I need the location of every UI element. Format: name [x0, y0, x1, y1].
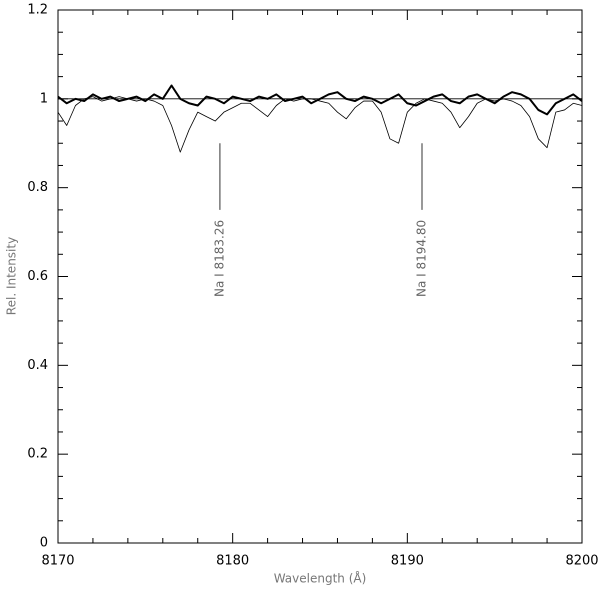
y-tick-label: 0.8	[27, 180, 48, 195]
spectrum-line	[57, 84, 583, 116]
x-tick-label: 8170	[41, 554, 74, 569]
x-tick-label: 8180	[216, 554, 249, 569]
y-tick-label: 1	[40, 91, 48, 106]
x-axis-label: Wavelength (Å)	[274, 571, 367, 586]
x-tick-label: 8190	[391, 554, 424, 569]
y-tick-label: 0.6	[27, 269, 48, 284]
plot-frame	[57, 9, 583, 544]
x-tick-label: 8200	[565, 554, 598, 569]
y-axis-label: Rel. Intensity	[5, 237, 19, 315]
y-tick-label: 0	[40, 536, 48, 551]
y-tick-label: 1.2	[27, 3, 48, 18]
y-tick-label: 0.4	[27, 358, 48, 373]
annotation-label: Na I 8194.80	[415, 220, 429, 297]
spectrum-line	[57, 96, 583, 153]
y-tick-label: 0.2	[27, 447, 48, 462]
annotation-label: Na I 8183.26	[212, 220, 226, 297]
